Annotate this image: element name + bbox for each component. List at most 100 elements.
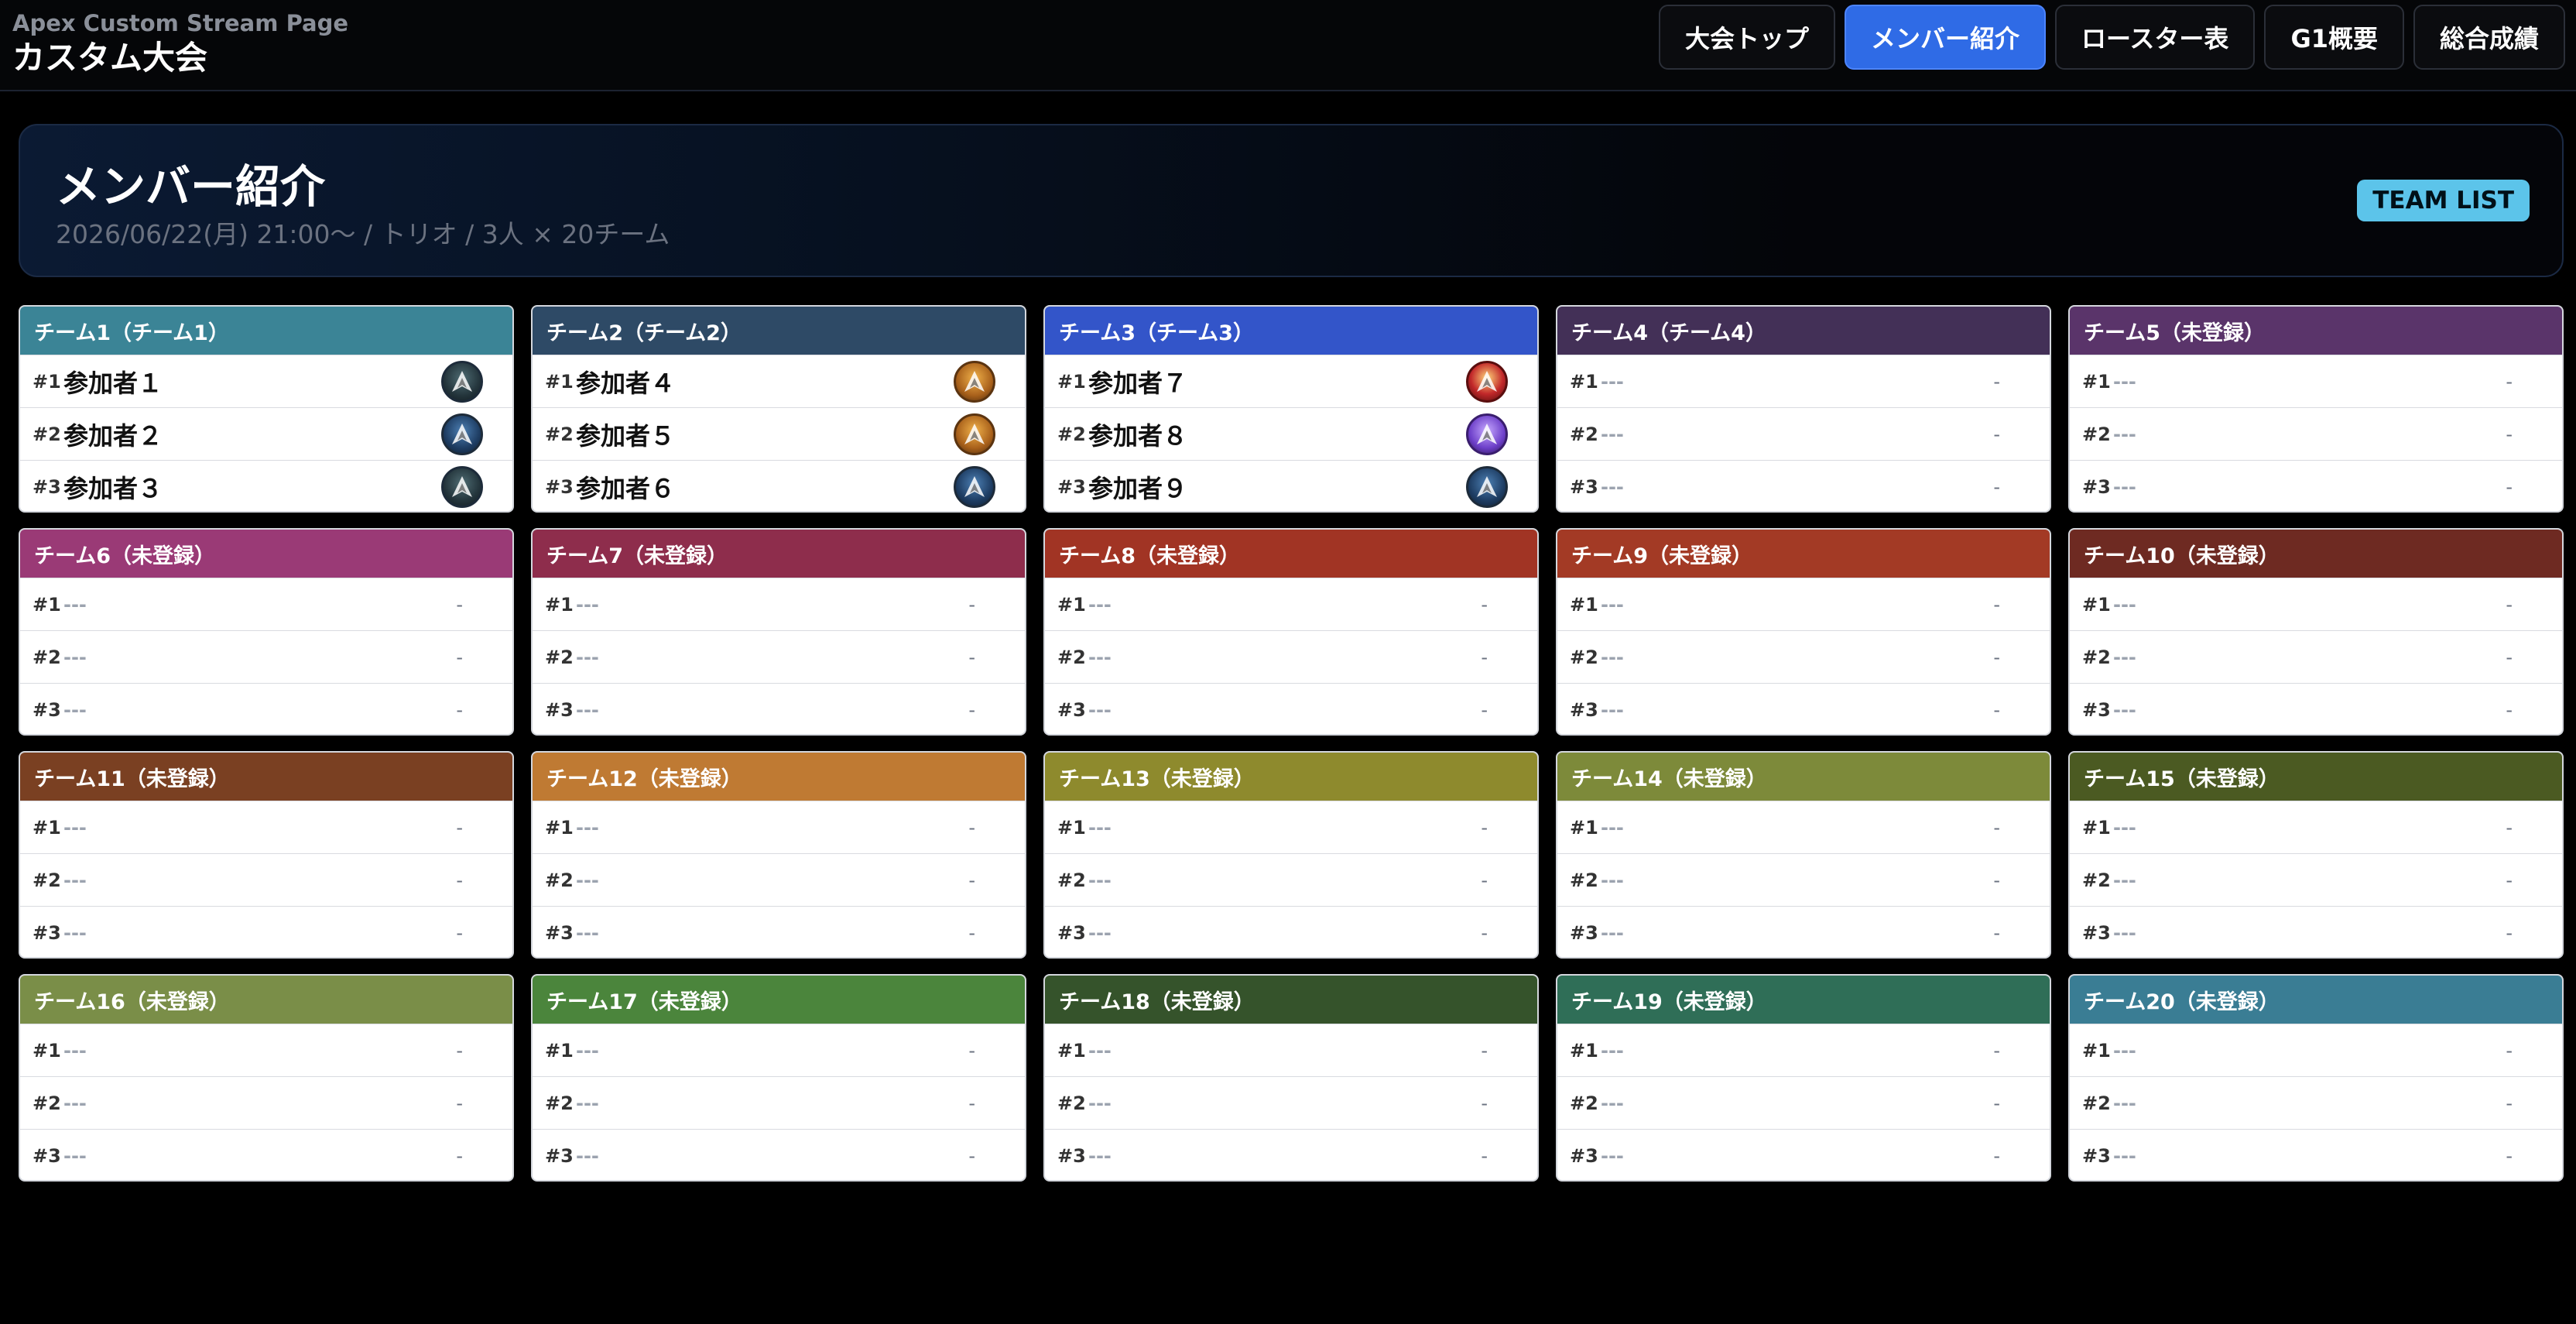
platinum-rank-icon — [441, 360, 483, 403]
rank-placeholder: - — [1481, 593, 1488, 616]
member-name: 参加者３ — [63, 473, 163, 503]
team-card: チーム7（未登録） #1 --- - #2 --- - #3 --- - — [531, 528, 1026, 736]
rank-placeholder: - — [1481, 1144, 1488, 1167]
member-row: #2 --- - — [2070, 1076, 2562, 1129]
member-number: #3 — [2082, 921, 2111, 944]
nav-overall-results[interactable]: 総合成績 — [2413, 5, 2565, 70]
member-number: #2 — [1057, 869, 1086, 891]
hero-panel: メンバー紹介 2026/06/22(月) 21:00〜 / トリオ / 3人 ×… — [19, 124, 2564, 277]
nav-member-intro[interactable]: メンバー紹介 — [1845, 5, 2047, 70]
rank-placeholder: - — [456, 816, 463, 839]
rank-placeholder: - — [456, 646, 463, 668]
gold-rank-icon — [954, 360, 995, 403]
member-name: 参加者８ — [1088, 420, 1188, 451]
rank-placeholder: - — [2506, 370, 2513, 393]
rank-placeholder: - — [1481, 698, 1488, 721]
team-header: チーム2（チーム2） — [533, 307, 1025, 355]
team-list-badge: TEAM LIST — [2357, 180, 2530, 221]
rank-placeholder: - — [2506, 698, 2513, 721]
team-card: チーム17（未登録） #1 --- - #2 --- - #3 --- - — [531, 974, 1026, 1182]
member-row: #3 --- - — [20, 683, 512, 734]
member-number: #3 — [2082, 698, 2111, 721]
member-name: --- — [1088, 1144, 1112, 1167]
team-card: チーム6（未登録） #1 --- - #2 --- - #3 --- - — [19, 528, 514, 736]
member-name: --- — [2113, 1144, 2136, 1167]
rank-placeholder: - — [1993, 816, 2000, 839]
member-row: #2 --- - — [2070, 407, 2562, 460]
member-name: --- — [2113, 475, 2136, 498]
member-number: #2 — [1057, 1092, 1086, 1114]
member-row: #3 --- - — [20, 1129, 512, 1180]
member-number: #1 — [33, 370, 61, 393]
rank-placeholder: - — [2506, 869, 2513, 891]
member-name: 参加者９ — [1088, 473, 1188, 503]
member-name: --- — [63, 698, 87, 721]
rank-placeholder: - — [1993, 1092, 2000, 1114]
team-header: チーム8（未登録） — [1045, 530, 1537, 578]
member-number: #1 — [2082, 1039, 2111, 1062]
member-row: #1 参加者１ — [20, 355, 512, 407]
team-header: チーム6（未登録） — [20, 530, 512, 578]
rank-placeholder: - — [2506, 1144, 2513, 1167]
member-row: #2 --- - — [533, 853, 1025, 906]
member-name: --- — [1601, 698, 1624, 721]
member-number: #3 — [545, 475, 574, 498]
nav-tournament-top[interactable]: 大会トップ — [1659, 5, 1836, 70]
member-number: #3 — [1570, 921, 1598, 944]
member-number: #1 — [545, 593, 574, 616]
member-row: #1 --- - — [2070, 801, 2562, 853]
member-number: #3 — [33, 698, 61, 721]
rank-placeholder: - — [1481, 646, 1488, 668]
member-name: 参加者４ — [576, 368, 676, 398]
member-row: #1 --- - — [533, 1024, 1025, 1076]
member-name: --- — [576, 921, 599, 944]
member-row: #1 --- - — [2070, 355, 2562, 407]
team-header: チーム5（未登録） — [2070, 307, 2562, 355]
rank-placeholder: - — [456, 921, 463, 944]
member-number: #1 — [1570, 370, 1598, 393]
predator-rank-icon — [1466, 360, 1508, 403]
member-number: #2 — [545, 1092, 574, 1114]
member-row: #2 --- - — [533, 630, 1025, 683]
nav-roster[interactable]: ロースター表 — [2055, 5, 2256, 70]
member-name: --- — [63, 1144, 87, 1167]
team-header: チーム1（チーム1） — [20, 307, 512, 355]
member-number: #1 — [1057, 593, 1086, 616]
team-header: チーム17（未登録） — [533, 976, 1025, 1024]
member-number: #3 — [1057, 921, 1086, 944]
member-number: #1 — [2082, 370, 2111, 393]
rank-placeholder: - — [1993, 698, 2000, 721]
rank-placeholder: - — [968, 816, 975, 839]
member-number: #3 — [2082, 475, 2111, 498]
member-name: --- — [1601, 1144, 1624, 1167]
rank-placeholder: - — [1481, 1092, 1488, 1114]
member-name: --- — [2113, 869, 2136, 891]
member-name: 参加者２ — [63, 420, 163, 451]
event-meta: 2026/06/22(月) 21:00〜 / トリオ / 3人 × 20チーム — [56, 219, 670, 249]
team-header: チーム16（未登録） — [20, 976, 512, 1024]
member-row: #3 --- - — [533, 906, 1025, 957]
member-row: #3 参加者９ — [1045, 460, 1537, 511]
rank-placeholder: - — [968, 869, 975, 891]
member-name: --- — [63, 869, 87, 891]
rank-placeholder: - — [2506, 423, 2513, 445]
member-name: --- — [1601, 370, 1624, 393]
team-card: チーム10（未登録） #1 --- - #2 --- - #3 --- - — [2068, 528, 2564, 736]
page-title: メンバー紹介 — [56, 160, 326, 213]
rank-placeholder: - — [456, 1039, 463, 1062]
member-name: 参加者６ — [576, 473, 676, 503]
member-row: #3 --- - — [2070, 906, 2562, 957]
member-number: #3 — [33, 475, 61, 498]
member-number: #2 — [1570, 869, 1598, 891]
team-card: チーム13（未登録） #1 --- - #2 --- - #3 --- - — [1043, 751, 1539, 959]
member-row: #3 --- - — [533, 683, 1025, 734]
member-name: --- — [63, 646, 87, 668]
rank-placeholder: - — [1993, 869, 2000, 891]
nav-g1-overview[interactable]: G1概要 — [2264, 5, 2404, 70]
rank-placeholder: - — [456, 1092, 463, 1114]
member-name: --- — [1088, 816, 1112, 839]
rank-placeholder: - — [968, 698, 975, 721]
member-number: #2 — [1570, 646, 1598, 668]
platinum-rank-icon — [441, 465, 483, 508]
member-row: #3 --- - — [1557, 683, 2050, 734]
